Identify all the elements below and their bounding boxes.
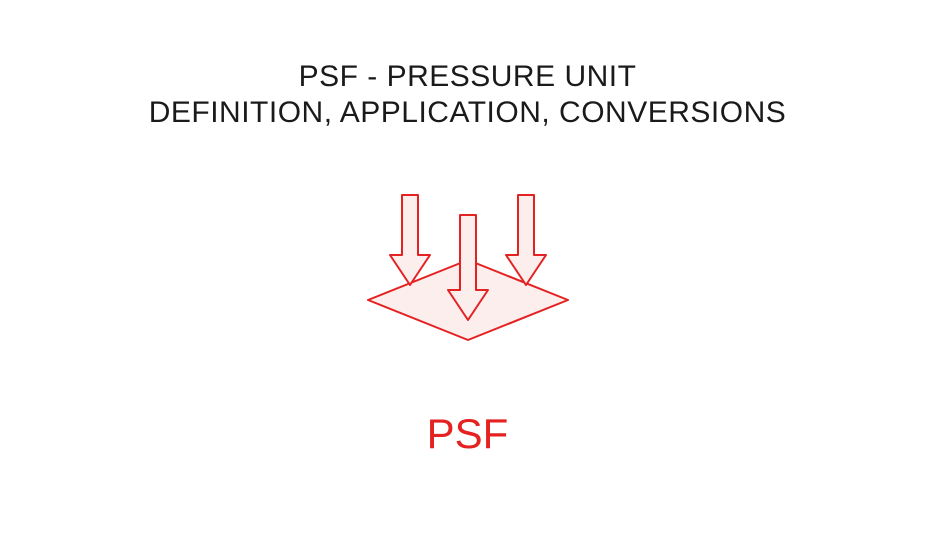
page-title-line1: PSF - PRESSURE UNIT <box>299 60 637 94</box>
page-title-line2: DEFINITION, APPLICATION, CONVERSIONS <box>149 96 787 130</box>
pressure-diagram <box>348 185 588 385</box>
unit-label: PSF <box>427 410 509 458</box>
pressure-arrows-icon <box>348 185 588 385</box>
